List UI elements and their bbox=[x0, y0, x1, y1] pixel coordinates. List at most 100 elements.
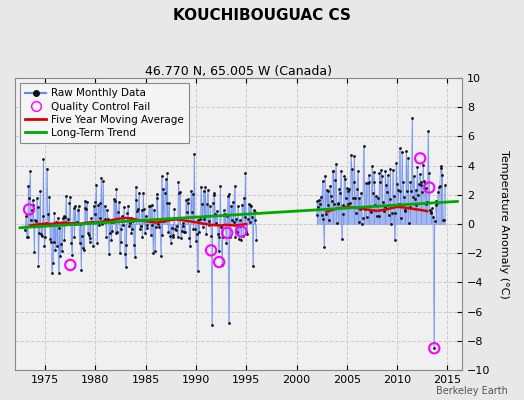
Point bbox=[246, 202, 255, 208]
Point bbox=[433, 200, 442, 206]
Point bbox=[173, 234, 182, 240]
Point bbox=[243, 231, 252, 237]
Point bbox=[36, 188, 45, 194]
Point bbox=[430, 345, 438, 352]
Point bbox=[328, 198, 336, 204]
Point bbox=[333, 220, 341, 227]
Point bbox=[213, 208, 221, 214]
Point bbox=[435, 183, 443, 190]
Point bbox=[414, 180, 423, 187]
Point bbox=[214, 231, 222, 237]
Point bbox=[193, 268, 202, 274]
Point bbox=[336, 190, 344, 196]
Point bbox=[104, 215, 112, 222]
Point bbox=[372, 192, 380, 199]
Point bbox=[215, 259, 223, 265]
Point bbox=[332, 160, 340, 167]
Point bbox=[410, 173, 418, 179]
Point bbox=[228, 216, 236, 223]
Point bbox=[140, 230, 149, 236]
Point bbox=[235, 216, 244, 223]
Point bbox=[339, 202, 347, 208]
Point bbox=[316, 194, 325, 200]
Point bbox=[375, 213, 383, 220]
Point bbox=[94, 202, 102, 208]
Point bbox=[427, 209, 435, 216]
Point bbox=[62, 193, 70, 200]
Point bbox=[178, 222, 187, 229]
Point bbox=[354, 168, 362, 174]
Point bbox=[323, 202, 332, 209]
Point bbox=[147, 201, 156, 208]
Point bbox=[220, 212, 228, 218]
Point bbox=[172, 222, 181, 229]
Point bbox=[381, 168, 389, 174]
Point bbox=[101, 216, 110, 223]
Point bbox=[413, 164, 421, 170]
Point bbox=[149, 250, 157, 257]
Point bbox=[34, 263, 42, 270]
Point bbox=[83, 199, 91, 206]
Point bbox=[80, 247, 88, 254]
Point bbox=[86, 234, 95, 241]
Point bbox=[421, 185, 430, 191]
Point bbox=[375, 170, 384, 176]
Point bbox=[329, 168, 337, 174]
Point bbox=[423, 199, 431, 206]
Point bbox=[84, 232, 93, 239]
Point bbox=[91, 198, 100, 205]
Point bbox=[183, 199, 192, 206]
Point bbox=[223, 212, 231, 219]
Point bbox=[351, 195, 359, 202]
Point bbox=[113, 229, 122, 235]
Point bbox=[238, 202, 246, 208]
Point bbox=[134, 206, 143, 212]
Point bbox=[359, 142, 368, 149]
Point bbox=[337, 236, 346, 242]
Point bbox=[132, 184, 140, 190]
Point bbox=[111, 198, 119, 204]
Point bbox=[92, 182, 101, 188]
Point bbox=[21, 213, 30, 220]
Point bbox=[382, 182, 390, 188]
Point bbox=[168, 234, 177, 240]
Point bbox=[252, 216, 260, 223]
Point bbox=[440, 217, 448, 223]
Point bbox=[420, 178, 428, 184]
Point bbox=[45, 194, 53, 201]
Point bbox=[105, 250, 113, 257]
Point bbox=[389, 193, 398, 200]
Point bbox=[412, 202, 421, 209]
Point bbox=[411, 187, 420, 193]
Point bbox=[386, 166, 395, 172]
Point bbox=[210, 192, 218, 198]
Point bbox=[219, 234, 227, 240]
Point bbox=[249, 207, 258, 214]
Point bbox=[224, 193, 232, 199]
Point bbox=[385, 212, 393, 218]
Point bbox=[194, 217, 203, 223]
Point bbox=[76, 220, 84, 227]
Point bbox=[72, 220, 80, 227]
Point bbox=[42, 165, 51, 172]
Point bbox=[236, 223, 245, 230]
Point bbox=[207, 247, 215, 254]
Point bbox=[209, 200, 217, 206]
Point bbox=[228, 198, 237, 205]
Point bbox=[54, 270, 63, 276]
Point bbox=[335, 186, 343, 192]
Point bbox=[128, 226, 136, 232]
Point bbox=[435, 182, 444, 189]
Point bbox=[416, 155, 424, 162]
Point bbox=[38, 212, 47, 219]
Point bbox=[63, 216, 72, 222]
Point bbox=[355, 195, 364, 201]
Point bbox=[419, 162, 427, 168]
Point bbox=[376, 179, 385, 185]
Point bbox=[231, 183, 239, 189]
Point bbox=[49, 239, 58, 246]
Point bbox=[409, 194, 417, 200]
Point bbox=[380, 204, 389, 210]
Point bbox=[233, 229, 241, 236]
Point bbox=[181, 229, 189, 236]
